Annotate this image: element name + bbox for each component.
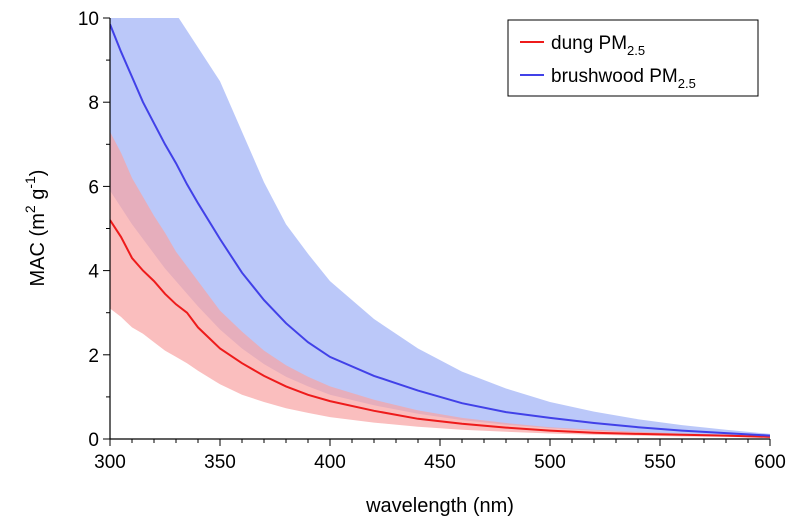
legend-label-brushwood-main: brushwood PM	[551, 66, 678, 87]
x-tick-label: 400	[314, 452, 346, 473]
series-lines	[110, 23, 770, 438]
band-brushwood-pm	[110, 18, 770, 437]
y-axis-label-sup1: 2	[22, 205, 38, 213]
x-tick-label: 300	[94, 452, 126, 473]
legend-label-brushwood-sub: 2.5	[678, 76, 696, 91]
legend-label-dung: dung PM2.5	[551, 33, 645, 58]
y-tick-label: 4	[88, 262, 99, 283]
y-axis-label: MAC (m2 g-1)	[22, 170, 49, 287]
x-tick-label: 500	[534, 452, 566, 473]
legend-label-brushwood: brushwood PM2.5	[551, 66, 696, 91]
legend: dung PM2.5 brushwood PM2.5	[507, 19, 759, 97]
y-axis-label-end: )	[27, 170, 49, 177]
legend-label-dung-main: dung PM	[551, 33, 627, 54]
y-axis-ticks: 0 2 4 6 8 10	[78, 9, 110, 451]
y-axis-label-sup2: -1	[22, 176, 38, 189]
y-tick-label: 8	[88, 93, 99, 114]
line-brushwood-pm	[110, 23, 770, 437]
y-tick-label: 6	[88, 177, 99, 198]
x-tick-label: 600	[754, 452, 786, 473]
band-dung-pm	[110, 131, 770, 438]
y-tick-label: 10	[78, 9, 99, 30]
uncertainty-bands	[110, 18, 770, 438]
legend-box	[507, 19, 759, 97]
y-tick-label: 0	[88, 430, 99, 451]
x-axis-ticks: 300 350 400 450 500 550 600	[94, 439, 786, 473]
x-axis-label: wavelength (nm)	[365, 495, 514, 517]
y-axis-label-mid: g	[27, 189, 49, 206]
x-tick-label: 450	[424, 452, 456, 473]
line-dung-pm	[110, 219, 770, 438]
legend-label-dung-sub: 2.5	[627, 43, 645, 58]
x-tick-label: 550	[644, 452, 676, 473]
y-axis-label-base: MAC (m	[27, 213, 49, 286]
x-tick-label: 350	[204, 452, 236, 473]
y-tick-label: 2	[88, 346, 99, 367]
